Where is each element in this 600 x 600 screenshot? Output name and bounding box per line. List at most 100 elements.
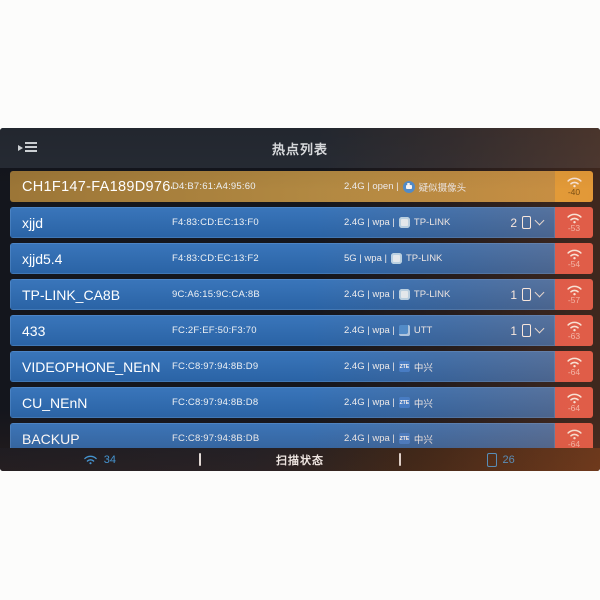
hotspot-row[interactable]: xjjd5.4 F4:83:CD:EC:13:F2 5G | wpa | TP-… — [10, 243, 593, 274]
status-bar: 34 扫描状态 26 — [0, 448, 600, 471]
client-count-value: 1 — [510, 287, 517, 302]
hotspot-row-main: VIDEOPHONE_NEnN FC:C8:97:94:8B:D9 2.4G |… — [10, 351, 555, 382]
mac-address: FC:2F:EF:50:F3:70 — [172, 325, 257, 336]
band-security-label: 5G | wpa | — [344, 253, 387, 264]
mac-address: FC:C8:97:94:8B:D8 — [172, 397, 259, 408]
tplink-logo-icon — [390, 253, 402, 264]
vendor-label: TP-LINK — [413, 289, 451, 300]
rssi-value: -40 — [567, 187, 581, 197]
hotspot-row[interactable]: CH1F147-FA189D9764F: D4:B7:61:A4:95:60 2… — [10, 171, 593, 202]
wifi-icon — [566, 213, 582, 224]
ap-count-value: 34 — [103, 453, 116, 466]
header-bar: 热点列表 — [0, 128, 600, 168]
mac-address: 9C:A6:15:9C:CA:8B — [172, 289, 260, 300]
vendor-label: UTT — [413, 325, 433, 336]
phone-icon — [522, 216, 531, 229]
vendor-label: TP-LINK — [405, 253, 443, 264]
hotspot-row[interactable]: VIDEOPHONE_NEnN FC:C8:97:94:8B:D9 2.4G |… — [10, 351, 593, 382]
menu-list-icon[interactable] — [18, 141, 37, 155]
band-security-label: 2.4G | wpa | — [344, 361, 395, 372]
wifi-icon — [83, 454, 98, 465]
device-screen: 热点列表 CH1F147-FA189D9764F: D4:B7:61:A4:95… — [0, 128, 600, 471]
zte-logo-icon — [398, 433, 410, 444]
band-security-label: 2.4G | open | — [344, 181, 399, 192]
zte-logo-icon — [398, 397, 410, 408]
wifi-icon — [566, 249, 582, 260]
signal-badge: -57 — [555, 279, 593, 310]
mac-address: F4:83:CD:EC:13:F2 — [172, 253, 259, 264]
network-meta: 2.4G | wpa | TP-LINK — [344, 217, 510, 228]
client-count-toggle[interactable]: 2 — [510, 215, 545, 230]
wifi-icon — [566, 285, 582, 296]
hotspot-row[interactable]: 433 FC:2F:EF:50:F3:70 2.4G | wpa | UTT 1… — [10, 315, 593, 346]
ssid-label: BACKUP — [22, 430, 80, 447]
hotspot-row-main: 433 FC:2F:EF:50:F3:70 2.4G | wpa | UTT 1 — [10, 315, 555, 346]
signal-badge: -63 — [555, 315, 593, 346]
wifi-icon — [566, 393, 582, 404]
status-ap-count: 34 — [0, 454, 199, 466]
band-security-label: 2.4G | wpa | — [344, 397, 395, 408]
ssid-label: CU_NEnN — [22, 394, 88, 411]
menu-bar — [25, 142, 37, 144]
ssid-label: 433 — [22, 322, 46, 339]
network-meta: 2.4G | wpa | TP-LINK — [344, 289, 510, 300]
network-meta: 2.4G | open | 疑似摄像头 — [344, 180, 555, 194]
network-meta: 2.4G | wpa | 中兴 — [344, 360, 555, 374]
tplink-logo-icon — [398, 289, 410, 300]
status-scan-label: 扫描状态 — [201, 452, 400, 468]
hotspot-row-main: xjjd F4:83:CD:EC:13:F0 2.4G | wpa | TP-L… — [10, 207, 555, 238]
hotspot-row[interactable]: xjjd F4:83:CD:EC:13:F0 2.4G | wpa | TP-L… — [10, 207, 593, 238]
camera-icon — [402, 180, 415, 193]
hotspot-row[interactable]: TP-LINK_CA8B 9C:A6:15:9C:CA:8B 2.4G | wp… — [10, 279, 593, 310]
chevron-down-icon — [534, 287, 545, 298]
wifi-icon — [566, 321, 582, 332]
vendor-label: 中兴 — [413, 434, 433, 446]
hotspot-row-main: CU_NEnN FC:C8:97:94:8B:D8 2.4G | wpa | 中… — [10, 387, 555, 418]
vendor-label: 中兴 — [413, 362, 433, 374]
hotspot-list: CH1F147-FA189D9764F: D4:B7:61:A4:95:60 2… — [0, 168, 600, 471]
rssi-value: -63 — [567, 331, 581, 341]
rssi-value: -64 — [567, 439, 581, 449]
signal-badge: -64 — [555, 387, 593, 418]
menu-bar — [25, 150, 37, 152]
band-security-label: 2.4G | wpa | — [344, 433, 395, 444]
wifi-icon — [566, 177, 582, 188]
zte-logo-icon — [398, 361, 410, 372]
band-security-label: 2.4G | wpa | — [344, 325, 395, 336]
client-count-value: 1 — [510, 323, 517, 338]
hotspot-row[interactable]: CU_NEnN FC:C8:97:94:8B:D8 2.4G | wpa | 中… — [10, 387, 593, 418]
chevron-down-icon — [534, 215, 545, 226]
network-meta: 2.4G | wpa | 中兴 — [344, 432, 555, 446]
mac-address: F4:83:CD:EC:13:F0 — [172, 217, 259, 228]
wifi-icon — [566, 357, 582, 368]
mac-address: FC:C8:97:94:8B:DB — [172, 433, 260, 444]
status-device-count: 26 — [401, 452, 600, 467]
client-count-toggle[interactable]: 1 — [510, 323, 545, 338]
phone-icon — [522, 288, 531, 301]
rssi-value: -54 — [567, 259, 581, 269]
utt-logo-icon — [398, 325, 410, 336]
rssi-value: -57 — [567, 295, 581, 305]
hotspot-row-main: xjjd5.4 F4:83:CD:EC:13:F2 5G | wpa | TP-… — [10, 243, 555, 274]
rssi-value: -53 — [567, 223, 581, 233]
rssi-value: -64 — [567, 403, 581, 413]
band-security-label: 2.4G | wpa | — [344, 289, 395, 300]
client-count-value: 2 — [510, 215, 517, 230]
wifi-icon — [566, 429, 582, 440]
scan-status-label: 扫描状态 — [276, 454, 324, 467]
status-divider — [198, 453, 201, 466]
status-divider — [399, 453, 402, 466]
phone-icon — [522, 324, 531, 337]
ssid-label: CH1F147-FA189D9764F: — [22, 178, 172, 195]
network-meta: 2.4G | wpa | 中兴 — [344, 396, 555, 410]
mac-address: FC:C8:97:94:8B:D9 — [172, 361, 259, 372]
client-count-toggle[interactable]: 1 — [510, 287, 545, 302]
signal-badge: -64 — [555, 351, 593, 382]
vendor-label: TP-LINK — [413, 217, 451, 228]
hotspot-row-main: TP-LINK_CA8B 9C:A6:15:9C:CA:8B 2.4G | wp… — [10, 279, 555, 310]
page-title: 热点列表 — [271, 141, 328, 157]
ssid-label: xjjd5.4 — [22, 250, 63, 267]
ssid-label: VIDEOPHONE_NEnN — [22, 358, 161, 375]
ssid-label: TP-LINK_CA8B — [22, 286, 121, 303]
